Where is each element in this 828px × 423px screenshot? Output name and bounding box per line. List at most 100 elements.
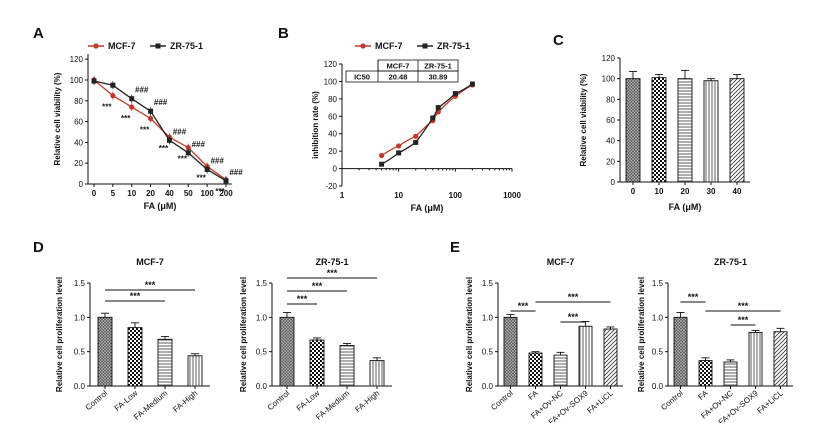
chart-a-significance-label: ### [229, 168, 243, 177]
chart-4-bar [279, 316, 295, 387]
chart-3-bar [157, 338, 173, 387]
chart-5-y-tick-label: 0.5 [482, 348, 494, 357]
chart-2-bar [677, 78, 693, 183]
chart-b-y-tick-label: -20 [325, 182, 337, 191]
chart-b-x-tick-label: 100 [449, 191, 463, 200]
chart-4-x-tick-label: FA-Medium [314, 388, 351, 421]
chart-b-x-tick-label: 10 [394, 191, 403, 200]
panel-letter-e: E [450, 239, 460, 256]
legend-label-mcf7: MCF-7 [375, 41, 403, 51]
chart-b-y-tick-label: 80 [328, 95, 337, 104]
chart-a-point [147, 115, 154, 122]
chart-a-y-tick-label: 60 [74, 118, 83, 127]
chart-a-point [223, 178, 229, 184]
chart-5-x-tick-label: FA [527, 388, 541, 402]
chart-4-y-tick-label: 1.0 [256, 313, 268, 322]
chart-a-y-tick-label: 20 [74, 159, 83, 168]
chart-a-y-tick-label: 80 [74, 97, 83, 106]
panel-letter-d: D [33, 239, 44, 256]
chart-5-bar [603, 328, 618, 387]
ic50-table-header-cell: MCF-7 [387, 62, 410, 71]
chart-a-significance-label: *** [196, 173, 206, 182]
chart-6-x-tick-label: FA+LiCL [755, 388, 785, 415]
chart-5-bar [578, 325, 593, 387]
chart-6-significance-label: *** [738, 315, 749, 325]
chart-2-x-tick-label: 20 [681, 187, 690, 196]
chart-a-point [91, 78, 97, 84]
chart-a-significance-label: *** [215, 187, 225, 196]
ic50-table-cell: IC50 [354, 73, 370, 82]
legend-label-zr751: ZR-75-1 [170, 41, 203, 51]
chart-a-significance-label: *** [140, 125, 150, 134]
chart-a-x-tick-label: 0 [92, 189, 97, 198]
chart-b-point [430, 115, 436, 121]
chart-b-fit-curve-1 [381, 83, 473, 165]
chart-2-y-tick-label: 100 [602, 75, 616, 84]
ic50-table-row-border [345, 70, 459, 83]
chart-a-y-tick-label: 0 [79, 180, 84, 189]
chart-6-y-tick-label: 0.0 [652, 382, 664, 391]
chart-6-y-tick-label: 0.5 [652, 348, 664, 357]
chart-b-point [396, 150, 402, 156]
chart-4-significance-label: *** [312, 281, 323, 291]
ic50-table-cell: 30.89 [429, 73, 448, 82]
chart-b-point [435, 105, 441, 111]
chart-3-x-tick-label: FA-Medium [132, 388, 169, 421]
chart-a-x-tick-label: 10 [127, 189, 136, 198]
chart-a-y-tick-label: 40 [74, 138, 83, 147]
chart-5-bar [503, 316, 518, 387]
chart-b-y-tick-label: 20 [328, 147, 337, 156]
chart-2-x-tick-label: 30 [707, 187, 716, 196]
chart-a-x-tick-label: 200 [219, 189, 233, 198]
chart-a-y-axis-label: Relative cell viability (%) [53, 72, 62, 165]
chart-2-bar [625, 78, 641, 183]
chart-a-significance-label: ### [135, 86, 149, 95]
chart-a-x-axis-label: FA (μM) [144, 201, 177, 211]
chart-5-title: MCF-7 [547, 257, 575, 267]
chart-2-bar [651, 77, 667, 183]
chart-a-y-tick-label: 120 [70, 55, 84, 64]
chart-6-y-tick-label: 1.5 [652, 279, 664, 288]
chart-b-point [379, 161, 385, 167]
chart-a-point [129, 104, 135, 110]
chart-b-x-tick-label: 1 [340, 191, 345, 200]
chart-a-significance-label: ### [192, 140, 206, 149]
chart-2-y-tick-label: 120 [602, 54, 616, 63]
chart-a-x-tick-label: 20 [146, 189, 155, 198]
legend-marker-mcf7 [360, 43, 366, 49]
chart-4-y-tick-label: 0.0 [256, 382, 268, 391]
chart-3-y-tick-label: 0.0 [74, 382, 86, 391]
chart-6-x-tick-label: FA [697, 388, 711, 402]
chart-a-significance-label: *** [159, 144, 169, 153]
chart-6-bar [698, 360, 713, 387]
chart-3-bar [127, 327, 143, 387]
chart-b-point [396, 143, 402, 149]
chart-5-y-tick-label: 0.0 [482, 382, 494, 391]
chart-a-point [148, 108, 154, 114]
chart-2-y-tick-label: 80 [606, 95, 615, 104]
chart-3-x-tick-label: Control [84, 388, 110, 412]
chart-2-bar [703, 80, 719, 183]
chart-a-point [204, 166, 210, 172]
chart-3-y-tick-label: 1.0 [74, 313, 86, 322]
chart-5-y-tick-label: 1.0 [482, 313, 494, 322]
chart-6-x-tick-label: Control [659, 388, 685, 412]
chart-b-y-tick-label: 100 [324, 77, 338, 86]
chart-4-x-tick-label: FA-High [353, 389, 381, 414]
chart-4-significance-label: *** [327, 268, 338, 278]
chart-a-point [185, 145, 191, 151]
chart-6-bar [748, 331, 763, 387]
chart-2-x-tick-label: 0 [631, 187, 636, 196]
chart-2-x-tick-label: 10 [655, 187, 664, 196]
chart-2-x-tick-label: 40 [733, 187, 742, 196]
chart-b-y-tick-label: 120 [324, 60, 338, 69]
chart-6-y-axis-label: Relative cell proliferation level [637, 277, 646, 392]
chart-b-point [413, 133, 419, 139]
chart-a-series-line-0 [93, 79, 227, 181]
chart-4-x-tick-label: FA-Low [295, 388, 322, 412]
chart-6-y-tick-label: 1.0 [652, 313, 664, 322]
chart-4-y-tick-label: 0.5 [256, 348, 268, 357]
chart-2-y-tick-label: 0 [611, 178, 616, 187]
legend-marker-zr751 [155, 43, 161, 49]
